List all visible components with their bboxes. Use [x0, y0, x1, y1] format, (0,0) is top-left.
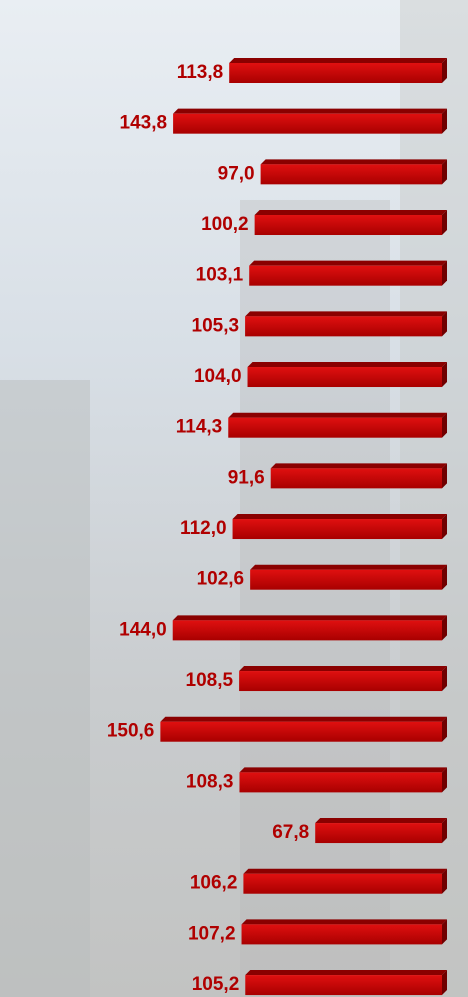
bar — [247, 367, 442, 388]
value-label: 67,8 — [272, 822, 309, 843]
bar — [315, 823, 442, 844]
value-label: 102,6 — [197, 569, 245, 590]
bar-bevel — [442, 970, 447, 996]
bar — [172, 620, 442, 641]
bar-bevel — [442, 108, 447, 134]
bar-bevel — [442, 666, 447, 692]
bar — [249, 265, 442, 286]
bar-bevel — [241, 919, 447, 925]
bar-bevel — [442, 818, 447, 844]
bar — [250, 569, 442, 590]
bar — [228, 417, 442, 438]
value-label: 112,0 — [180, 518, 227, 539]
value-label: 108,3 — [186, 771, 234, 792]
bar-bevel — [442, 463, 447, 489]
value-label: 105,3 — [192, 315, 240, 336]
bar-bevel — [442, 159, 447, 185]
bar-bevel — [247, 362, 447, 368]
bar — [229, 63, 442, 83]
bar — [245, 975, 442, 996]
value-label: 114,3 — [176, 417, 223, 438]
bar — [254, 215, 442, 236]
bar-bevel — [442, 311, 447, 337]
bar-bevel — [442, 210, 447, 236]
bar — [270, 468, 442, 489]
bar-bevel — [249, 260, 447, 266]
value-label: 150,6 — [107, 721, 155, 742]
value-label: 104,0 — [194, 366, 242, 387]
bar-bevel — [173, 108, 447, 114]
bar-bevel — [442, 615, 447, 641]
bar-bevel — [160, 716, 448, 722]
bar — [239, 671, 442, 692]
bar — [232, 519, 442, 540]
value-label: 103,1 — [196, 265, 244, 286]
bar-bevel — [442, 260, 447, 286]
bar-bevel — [442, 767, 447, 793]
bar — [245, 316, 442, 337]
bar-bevel — [254, 210, 447, 216]
value-label: 113,8 — [177, 62, 224, 83]
background-building — [0, 380, 90, 997]
bar-bevel — [442, 564, 447, 590]
value-label: 91,6 — [228, 467, 265, 488]
bar-bevel — [442, 362, 447, 388]
value-label: 105,2 — [192, 974, 240, 995]
value-label: 143,8 — [120, 113, 168, 134]
bar-bevel — [228, 412, 447, 418]
bar-bevel — [172, 615, 447, 621]
bar-bevel — [239, 666, 447, 672]
bar-bevel — [260, 159, 447, 165]
value-label: 108,5 — [186, 670, 234, 691]
bar-bevel — [245, 311, 447, 317]
bar — [243, 873, 442, 894]
bar-bevel — [315, 818, 447, 824]
bar-bevel — [442, 716, 447, 742]
value-label: 106,2 — [190, 873, 238, 894]
bar-bevel — [442, 868, 447, 894]
background-building — [400, 0, 468, 997]
bar-bevel — [250, 564, 447, 570]
bar — [173, 113, 442, 134]
bar-bevel — [442, 919, 447, 945]
bar-bevel — [270, 463, 447, 469]
bar-bevel — [245, 970, 447, 976]
bar — [239, 772, 442, 793]
value-label: 107,2 — [188, 923, 236, 944]
bar-bevel — [442, 58, 447, 83]
value-label: 100,2 — [201, 214, 249, 235]
bar — [241, 924, 442, 945]
bar-bevel — [229, 58, 447, 63]
bar-bevel — [239, 767, 447, 773]
bar-bevel — [442, 412, 447, 438]
bar — [160, 721, 443, 742]
bar-bevel — [442, 514, 447, 540]
value-label: 97,0 — [218, 163, 255, 184]
bar-bevel — [232, 514, 447, 520]
bar-bevel — [243, 868, 447, 874]
bar — [260, 164, 442, 185]
value-label: 144,0 — [119, 619, 167, 640]
